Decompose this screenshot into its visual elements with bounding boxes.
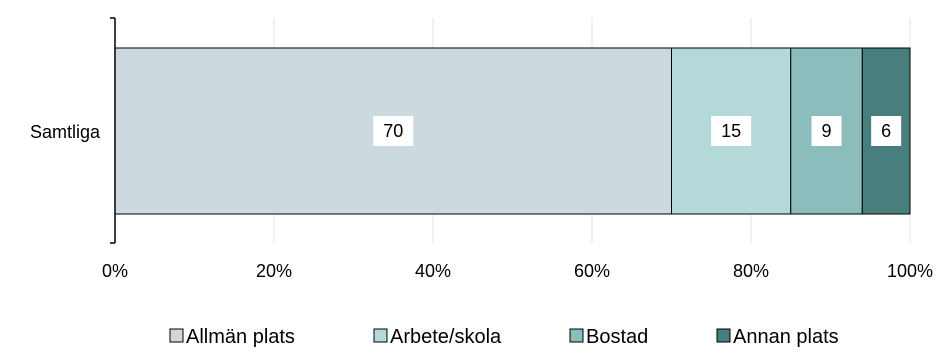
data-label: 9 — [822, 121, 832, 141]
x-tick-label: 40% — [415, 261, 451, 281]
legend-swatch — [373, 328, 388, 343]
x-tick-label: 20% — [256, 261, 292, 281]
legend-label: Allmän plats — [186, 326, 295, 348]
legend-swatch — [569, 328, 584, 343]
axes — [110, 17, 116, 244]
data-label-box — [811, 116, 842, 146]
legend-swatch — [169, 328, 184, 343]
data-label: 70 — [383, 121, 403, 141]
x-tick-label: 60% — [574, 261, 610, 281]
legend-label: Arbete/skola — [390, 326, 502, 348]
tick-labels: 0% 20% 40% 60% 80% 100% Samtliga — [30, 122, 933, 281]
data-label-box — [871, 116, 902, 146]
data-labels: 70 15 9 6 — [373, 116, 902, 146]
x-tick-label: 100% — [887, 261, 933, 281]
category-label: Samtliga — [30, 122, 101, 142]
legend-label: Bostad — [586, 326, 648, 348]
x-tick-label: 0% — [102, 261, 128, 281]
legend: Allmän plats Arbete/skola Bostad Annan plat… — [169, 326, 839, 348]
data-label-box — [711, 116, 752, 146]
x-tick-label: 80% — [733, 261, 769, 281]
data-label-box — [373, 116, 414, 146]
data-label: 15 — [721, 121, 741, 141]
data-label: 6 — [881, 121, 891, 141]
bar-segments — [114, 47, 911, 215]
legend-swatch — [716, 328, 731, 343]
legend-label: Annan plats — [733, 326, 839, 348]
